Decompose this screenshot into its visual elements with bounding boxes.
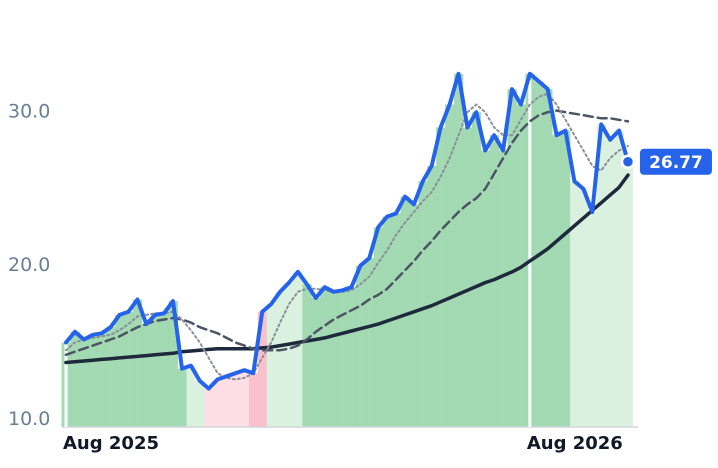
area-column — [293, 271, 303, 427]
area-column — [614, 130, 624, 428]
area-column — [159, 313, 169, 427]
area-column — [97, 333, 107, 427]
area-column — [364, 258, 375, 427]
area-column — [239, 370, 250, 427]
area-column — [141, 324, 152, 427]
area-column — [454, 73, 464, 428]
area-column — [543, 89, 553, 427]
area-column — [480, 150, 491, 427]
area-column — [284, 282, 294, 427]
area-column — [445, 104, 455, 428]
area-column — [498, 150, 508, 427]
area-column — [561, 130, 571, 428]
area-column — [605, 139, 615, 428]
x-tick-label: Aug 2026 — [527, 433, 623, 454]
value-label: 26.77 — [649, 153, 703, 173]
area-column — [177, 368, 187, 427]
area-column — [168, 301, 178, 427]
area-column — [596, 124, 607, 427]
area-column — [311, 297, 321, 427]
area-column — [320, 287, 330, 427]
area-column — [248, 373, 259, 427]
area-column — [569, 181, 580, 427]
area-column — [462, 127, 473, 428]
area-column — [213, 379, 223, 427]
area-column — [88, 334, 98, 427]
series-line — [64, 109, 630, 357]
area-column — [418, 181, 428, 427]
y-tick-label: 10.0 — [8, 408, 50, 430]
area-column — [436, 127, 446, 428]
area-column — [391, 213, 401, 427]
area-column — [346, 287, 357, 427]
area-column — [204, 388, 214, 427]
area-column — [552, 135, 562, 428]
area-column — [507, 89, 517, 427]
series-line — [64, 173, 630, 365]
y-tick-label: 30.0 — [8, 101, 50, 123]
area-column — [623, 161, 633, 428]
area-column — [275, 291, 285, 427]
area-column — [70, 331, 80, 427]
area-column — [231, 373, 241, 427]
area-column — [409, 204, 419, 427]
series-line — [65, 92, 629, 381]
area-column — [79, 339, 89, 427]
x-tick-label: Aug 2025 — [63, 433, 159, 454]
area-column — [115, 314, 125, 427]
value-badge — [639, 148, 712, 175]
series-line — [64, 71, 630, 391]
area-column — [132, 299, 143, 427]
area-column — [587, 211, 598, 427]
y-tick-label: 20.0 — [8, 254, 50, 276]
area-column — [578, 188, 589, 427]
area-column — [123, 311, 134, 427]
area-column — [257, 311, 268, 427]
area-column — [186, 365, 196, 427]
area-column — [471, 112, 482, 427]
area-column — [195, 380, 205, 427]
area-column — [222, 376, 232, 427]
area-column — [338, 290, 348, 427]
area-column — [150, 314, 161, 427]
area-column — [427, 165, 437, 428]
area-column — [266, 304, 277, 427]
area-column — [355, 265, 366, 427]
area-column — [106, 327, 116, 427]
last-point — [620, 154, 636, 170]
area-column — [302, 284, 312, 427]
area-column — [373, 227, 384, 427]
area-column — [400, 196, 410, 427]
area-column — [329, 291, 339, 427]
